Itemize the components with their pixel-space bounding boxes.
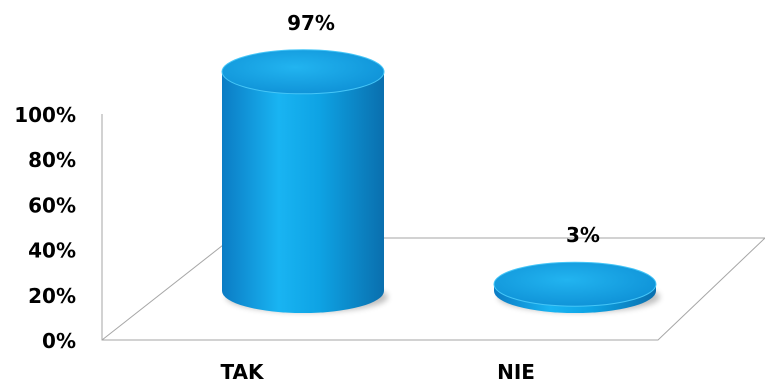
- data-label: 97%: [287, 11, 335, 35]
- y-tick-label: 60%: [28, 193, 76, 217]
- bar-nie: [493, 261, 660, 313]
- category-label: TAK: [220, 360, 265, 383]
- y-tick-label: 100%: [14, 103, 76, 127]
- y-tick-label: 80%: [28, 148, 76, 172]
- bar-tak: [221, 49, 388, 313]
- data-label: 3%: [566, 223, 600, 247]
- y-tick-label: 40%: [28, 239, 76, 263]
- bar-top: [493, 261, 657, 307]
- chart-floor: [101, 114, 765, 341]
- bar-top: [221, 49, 385, 95]
- y-tick-label: 20%: [28, 284, 76, 308]
- category-label: NIE: [497, 360, 535, 383]
- floor-left-edge: [101, 237, 233, 341]
- y-axis: 0% 20% 40% 60% 80% 100%: [14, 103, 76, 353]
- category-labels: TAK NIE: [220, 360, 534, 383]
- bars: [221, 49, 660, 313]
- y-tick-label: 0%: [42, 329, 76, 353]
- bar-body: [222, 71, 384, 313]
- floor-front-edge: [101, 114, 765, 341]
- data-labels: 97% 3%: [287, 11, 600, 247]
